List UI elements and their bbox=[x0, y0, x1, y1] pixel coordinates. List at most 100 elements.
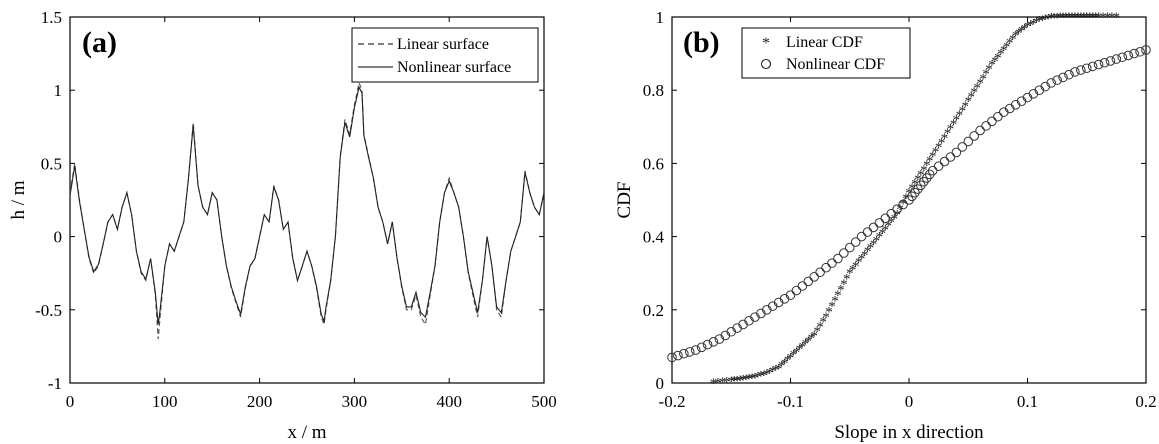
panel-a-legend: Linear surface Nonlinear surface bbox=[351, 27, 539, 83]
point-nonlinear-cdf bbox=[981, 121, 991, 131]
point-linear-cdf: * bbox=[997, 47, 1005, 63]
panel-a-ytick-label: -1 bbox=[48, 374, 62, 393]
point-linear-cdf: * bbox=[935, 140, 943, 156]
panel-b-ylabel: CDF bbox=[614, 182, 635, 219]
point-linear-cdf: * bbox=[849, 263, 857, 279]
point-linear-cdf: * bbox=[959, 103, 967, 119]
point-nonlinear-cdf bbox=[821, 262, 831, 273]
point-nonlinear-cdf bbox=[673, 350, 683, 361]
point-nonlinear-cdf bbox=[839, 248, 849, 258]
point-linear-cdf: * bbox=[893, 208, 901, 224]
point-linear-cdf: * bbox=[1036, 14, 1044, 30]
point-linear-cdf: * bbox=[719, 375, 727, 391]
point-linear-cdf: * bbox=[1080, 10, 1088, 26]
point-nonlinear-cdf bbox=[809, 272, 820, 282]
point-nonlinear-cdf bbox=[702, 339, 713, 350]
point-nonlinear-cdf bbox=[708, 337, 719, 347]
point-nonlinear-cdf bbox=[1081, 63, 1092, 74]
point-linear-cdf: * bbox=[763, 367, 771, 383]
point-linear-cdf: * bbox=[1108, 10, 1116, 26]
panel-b-xtick-label: 0.2 bbox=[1135, 392, 1156, 411]
point-nonlinear-cdf bbox=[975, 125, 985, 136]
point-linear-cdf: * bbox=[831, 294, 839, 310]
panel-a-xtick-label: 300 bbox=[342, 392, 368, 411]
point-linear-cdf: * bbox=[1021, 21, 1029, 37]
point-linear-cdf: * bbox=[879, 226, 887, 242]
point-linear-cdf: * bbox=[1003, 39, 1011, 55]
panel-a-ytick-label: -0.5 bbox=[35, 301, 62, 320]
point-nonlinear-cdf bbox=[1046, 78, 1056, 88]
point-linear-cdf: * bbox=[1000, 43, 1008, 59]
point-linear-cdf: * bbox=[1053, 10, 1061, 26]
point-linear-cdf: * bbox=[813, 324, 821, 340]
point-nonlinear-cdf bbox=[815, 267, 825, 278]
panel-a-series bbox=[69, 81, 545, 340]
point-linear-cdf: * bbox=[1044, 11, 1052, 27]
panel-b: -0.2 -0.1 0 0.1 0.200.20.40.60.81 **********… bbox=[614, 8, 1157, 443]
panel-a-xtick-label: 400 bbox=[436, 392, 462, 411]
point-linear-cdf: * bbox=[775, 361, 783, 377]
point-nonlinear-cdf bbox=[1135, 46, 1145, 57]
point-linear-cdf: * bbox=[929, 149, 937, 165]
point-linear-cdf: * bbox=[970, 85, 978, 101]
panel-b-ytick-label: 0 bbox=[656, 374, 665, 393]
point-nonlinear-cdf bbox=[827, 258, 837, 268]
point-linear-cdf: * bbox=[1024, 19, 1032, 35]
point-nonlinear-cdf bbox=[696, 342, 707, 353]
point-linear-cdf: * bbox=[1099, 10, 1107, 26]
point-linear-cdf: * bbox=[899, 197, 907, 213]
point-nonlinear-cdf bbox=[1111, 54, 1122, 64]
point-nonlinear-cdf bbox=[880, 213, 891, 224]
point-linear-cdf: * bbox=[834, 288, 842, 304]
point-linear-cdf: * bbox=[757, 369, 765, 385]
point-linear-cdf: * bbox=[723, 375, 731, 391]
panel-a-ytick-label: 0.5 bbox=[41, 154, 62, 173]
point-linear-cdf: * bbox=[985, 62, 993, 78]
point-nonlinear-cdf bbox=[987, 116, 997, 127]
point-linear-cdf: * bbox=[730, 374, 738, 390]
point-nonlinear-cdf bbox=[850, 237, 861, 247]
panel-b-legend-box bbox=[741, 27, 911, 79]
point-linear-cdf: * bbox=[861, 248, 869, 264]
point-linear-cdf: * bbox=[973, 80, 981, 96]
point-nonlinear-cdf bbox=[862, 227, 873, 237]
point-nonlinear-cdf bbox=[667, 352, 677, 363]
panel-a-legend-box bbox=[351, 27, 539, 83]
point-linear-cdf: * bbox=[956, 108, 964, 124]
point-linear-cdf: * bbox=[840, 277, 848, 293]
point-linear-cdf: * bbox=[781, 356, 789, 372]
panel-b-ytick-label: 0.4 bbox=[643, 228, 665, 247]
legend-nonlinear-cdf-marker bbox=[760, 58, 772, 70]
legend-nonlinear-surface-label: Nonlinear surface bbox=[397, 59, 511, 76]
panel-a-label: (a) bbox=[82, 26, 117, 59]
point-linear-cdf: * bbox=[941, 131, 949, 147]
point-linear-cdf: * bbox=[890, 211, 898, 227]
point-linear-cdf: * bbox=[855, 255, 863, 271]
point-linear-cdf: * bbox=[994, 50, 1002, 66]
point-linear-cdf: * bbox=[950, 117, 958, 133]
point-nonlinear-cdf bbox=[898, 199, 908, 210]
panel-a-xtick-label: 200 bbox=[247, 392, 273, 411]
point-linear-cdf: * bbox=[1095, 10, 1103, 26]
point-nonlinear-cdf bbox=[684, 347, 695, 357]
panel-b-ytick-label: 0.6 bbox=[643, 154, 664, 173]
panel-a-ytick-label: 0 bbox=[54, 228, 63, 247]
point-linear-cdf: * bbox=[828, 299, 836, 315]
point-nonlinear-cdf bbox=[1052, 75, 1062, 85]
point-linear-cdf: * bbox=[947, 122, 955, 138]
point-linear-cdf: * bbox=[819, 315, 827, 331]
point-linear-cdf: * bbox=[1092, 10, 1100, 26]
point-linear-cdf: * bbox=[846, 266, 854, 282]
point-linear-cdf: * bbox=[748, 371, 756, 387]
point-linear-cdf: * bbox=[885, 219, 893, 235]
point-nonlinear-cdf bbox=[833, 253, 843, 264]
legend-linear-surface-label: Linear surface bbox=[397, 36, 489, 53]
point-linear-cdf: * bbox=[976, 76, 984, 92]
point-nonlinear-cdf bbox=[1129, 48, 1139, 59]
point-linear-cdf: * bbox=[873, 233, 881, 249]
point-linear-cdf: * bbox=[739, 372, 747, 388]
point-nonlinear-cdf bbox=[1117, 52, 1128, 63]
panel-a-ytick-label: 1.5 bbox=[41, 8, 62, 27]
point-linear-cdf: * bbox=[1083, 10, 1091, 26]
